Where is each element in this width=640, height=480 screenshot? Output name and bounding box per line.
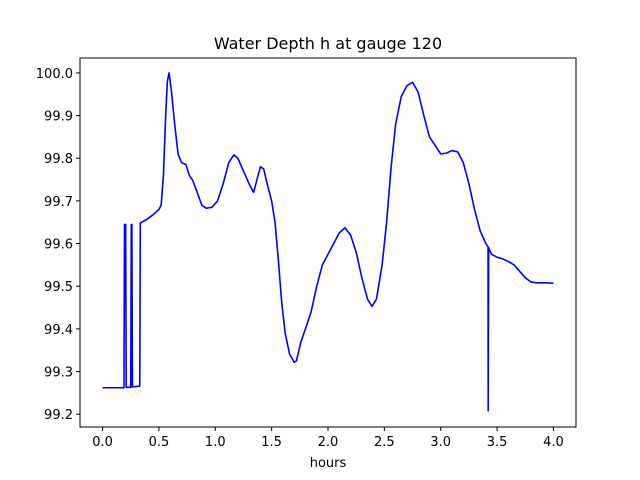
y-tick-label: 99.3 — [44, 366, 73, 381]
x-tick-label: 0.0 — [92, 435, 113, 450]
x-tick-label: 3.5 — [487, 435, 508, 450]
y-tick-label: 100.0 — [36, 67, 73, 82]
axis-ticks: 0.0 0.5 1.0 1.5 2.0 2.5 3.0 3.5 4.0 99.2 99.3 99.4 9… — [36, 67, 564, 450]
y-tick-label: 99.9 — [44, 110, 73, 125]
chart-title: Water Depth h at gauge 120 — [214, 34, 442, 53]
x-tick-label: 1.0 — [205, 435, 226, 450]
series-line-0 — [102, 72, 554, 412]
x-tick-label: 0.5 — [149, 435, 170, 450]
y-tick-label: 99.6 — [44, 238, 73, 253]
plot-area — [102, 72, 554, 412]
x-tick-label: 2.0 — [318, 435, 339, 450]
x-axis-label: hours — [310, 456, 347, 471]
x-tick-label: 3.0 — [430, 435, 451, 450]
y-tick-label: 99.8 — [44, 152, 73, 167]
y-tick-label: 99.2 — [44, 408, 73, 423]
y-tick-label: 99.7 — [44, 195, 73, 210]
x-tick-label: 4.0 — [543, 435, 564, 450]
plot-frame — [79, 57, 577, 428]
y-tick-label: 99.5 — [44, 280, 73, 295]
y-tick-label: 99.4 — [44, 323, 73, 338]
x-tick-label: 1.5 — [261, 435, 282, 450]
x-tick-label: 2.5 — [374, 435, 395, 450]
